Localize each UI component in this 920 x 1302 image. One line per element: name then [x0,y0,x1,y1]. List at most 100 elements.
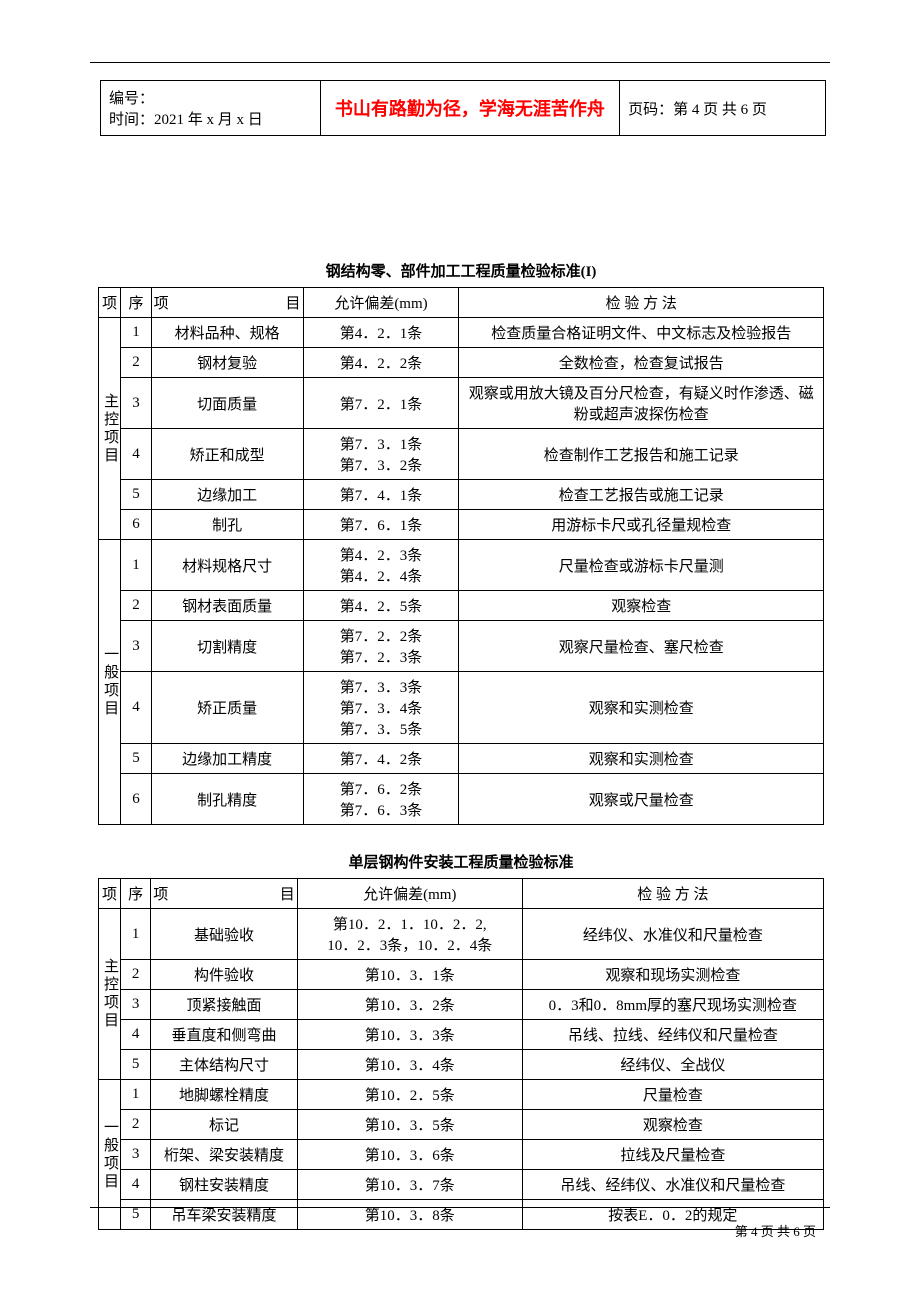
th-category: 项 [99,879,121,909]
th-category: 项 [99,288,121,318]
cell-method: 全数检查，检查复试报告 [459,348,824,378]
cell-method: 观察和实测检查 [459,672,824,744]
main-content: 钢结构零、部件加工工程质量检验标准(I) 项 序 项 目 允许偏差(mm) 检 … [98,260,824,1230]
cell-method: 观察尺量检查、塞尺检查 [459,621,824,672]
cell-item: 矫正质量 [151,672,303,744]
cell-seq: 3 [121,378,151,429]
table-row: 3 桁架、梁安装精度 第10．3．6条 拉线及尺量检查 [99,1140,824,1170]
table-row: 4 矫正质量 第7．3．3条 第7．3．4条 第7．3．5条 观察和实测检查 [99,672,824,744]
cell-item: 垂直度和侧弯曲 [151,1020,298,1050]
table-row: 5 主体结构尺寸 第10．3．4条 经纬仪、全战仪 [99,1050,824,1080]
table-row: 4 矫正和成型 第7．3．1条 第7．3．2条 检查制作工艺报告和施工记录 [99,429,824,480]
cell-method: 用游标卡尺或孔径量规检查 [459,510,824,540]
table-row: 4 垂直度和侧弯曲 第10．3．3条 吊线、拉线、经纬仪和尺量检查 [99,1020,824,1050]
cell-dev: 第7．3．1条 第7．3．2条 [303,429,459,480]
cell-dev: 第7．6．1条 [303,510,459,540]
cell-seq: 3 [121,621,151,672]
cell-item: 矫正和成型 [151,429,303,480]
cell-seq: 5 [121,1200,151,1230]
category-label: 一般项目 [99,540,121,825]
table-row: 一般项目 1 地脚螺栓精度 第10．2．5条 尺量检查 [99,1080,824,1110]
table-row: 主控项目 1 材料品种、规格 第4．2．1条 检查质量合格证明文件、中文标志及检… [99,318,824,348]
table-header-row: 项 序 项 目 允许偏差(mm) 检 验 方 法 [99,288,824,318]
table-row: 一般项目 1 材料规格尺寸 第4．2．3条 第4．2．4条 尺量检查或游标卡尺量… [99,540,824,591]
document-header: 编号： 时间：2021 年 x 月 x 日 书山有路勤为径，学海无涯苦作舟 页码… [100,80,826,136]
cell-seq: 3 [121,990,151,1020]
table-row: 3 切面质量 第7．2．1条 观察或用放大镜及百分尺检查，有疑义时作渗透、磁粉或… [99,378,824,429]
cell-item: 制孔 [151,510,303,540]
table-row: 5 边缘加工精度 第7．4．2条 观察和实测检查 [99,744,824,774]
cell-seq: 5 [121,480,151,510]
cell-dev: 第7．6．2条 第7．6．3条 [303,774,459,825]
cell-seq: 3 [121,1140,151,1170]
cell-seq: 4 [121,672,151,744]
category-label: 主控项目 [99,909,121,1080]
time-label: 时间：2021 年 x 月 x 日 [109,108,312,129]
cell-seq: 2 [121,1110,151,1140]
inspection-table-2: 项 序 项 目 允许偏差(mm) 检 验 方 法 主控项目 1 基础验收 第10… [98,878,824,1230]
table-row: 3 顶紧接触面 第10．3．2条 0．3和0．8mm厚的塞尺现场实测检查 [99,990,824,1020]
cell-seq: 5 [121,1050,151,1080]
cell-dev: 第4．2．5条 [303,591,459,621]
cell-method: 经纬仪、水准仪和尺量检查 [522,909,823,960]
cell-seq: 6 [121,774,151,825]
cell-dev: 第7．2．2条 第7．2．3条 [303,621,459,672]
cell-seq: 1 [121,540,151,591]
cell-method: 尺量检查 [522,1080,823,1110]
cell-item: 材料规格尺寸 [151,540,303,591]
cell-method: 观察或用放大镜及百分尺检查，有疑义时作渗透、磁粉或超声波探伤检查 [459,378,824,429]
table2-title: 单层钢构件安装工程质量检验标准 [98,851,824,872]
cell-seq: 2 [121,960,151,990]
header-meta-cell: 编号： 时间：2021 年 x 月 x 日 [101,81,321,136]
cell-dev: 第7．2．1条 [303,378,459,429]
cell-method: 观察检查 [459,591,824,621]
page-footer: 第 4 页 共 6 页 [735,1221,816,1240]
table-row: 2 钢材复验 第4．2．2条 全数检查，检查复试报告 [99,348,824,378]
header-page-label: 页码：第 4 页 共 6 页 [620,81,826,136]
cell-item: 顶紧接触面 [151,990,298,1020]
cell-dev: 第7．4．2条 [303,744,459,774]
table-row: 6 制孔 第7．6．1条 用游标卡尺或孔径量规检查 [99,510,824,540]
th-method: 检 验 方 法 [459,288,824,318]
cell-seq: 4 [121,429,151,480]
cell-method: 吊线、经纬仪、水准仪和尺量检查 [522,1170,823,1200]
cell-seq: 1 [121,1080,151,1110]
inspection-table-1: 项 序 项 目 允许偏差(mm) 检 验 方 法 主控项目 1 材料品种、规格 … [98,287,824,825]
cell-dev: 第10．3．6条 [297,1140,522,1170]
table-row: 4 钢柱安装精度 第10．3．7条 吊线、经纬仪、水准仪和尺量检查 [99,1170,824,1200]
cell-seq: 6 [121,510,151,540]
th-method: 检 验 方 法 [522,879,823,909]
cell-dev: 第4．2．1条 [303,318,459,348]
table-row: 主控项目 1 基础验收 第10．2．1．10．2．2, 10．2．3条，10．2… [99,909,824,960]
page-bottom-border [90,1207,830,1208]
cell-item: 地脚螺栓精度 [151,1080,298,1110]
cell-item: 边缘加工 [151,480,303,510]
cell-method: 观察或尺量检查 [459,774,824,825]
cell-method: 检查制作工艺报告和施工记录 [459,429,824,480]
th-item: 项 目 [151,288,303,318]
cell-dev: 第10．3．4条 [297,1050,522,1080]
cell-dev: 第10．3．2条 [297,990,522,1020]
table-row: 2 钢材表面质量 第4．2．5条 观察检查 [99,591,824,621]
cell-seq: 1 [121,318,151,348]
cell-item: 构件验收 [151,960,298,990]
th-sequence: 序 [121,288,151,318]
cell-seq: 1 [121,909,151,960]
cell-item: 桁架、梁安装精度 [151,1140,298,1170]
cell-item: 边缘加工精度 [151,744,303,774]
cell-item: 切面质量 [151,378,303,429]
cell-dev: 第4．2．2条 [303,348,459,378]
cell-dev: 第10．3．3条 [297,1020,522,1050]
cell-dev: 第10．2．5条 [297,1080,522,1110]
th-deviation: 允许偏差(mm) [303,288,459,318]
cell-item: 标记 [151,1110,298,1140]
cell-dev: 第4．2．3条 第4．2．4条 [303,540,459,591]
cell-dev: 第7．4．1条 [303,480,459,510]
cell-dev: 第10．3．5条 [297,1110,522,1140]
category-label: 主控项目 [99,318,121,540]
cell-dev: 第7．3．3条 第7．3．4条 第7．3．5条 [303,672,459,744]
table-row: 2 标记 第10．3．5条 观察检查 [99,1110,824,1140]
cell-item: 基础验收 [151,909,298,960]
cell-method: 观察和现场实测检查 [522,960,823,990]
cell-item: 切割精度 [151,621,303,672]
